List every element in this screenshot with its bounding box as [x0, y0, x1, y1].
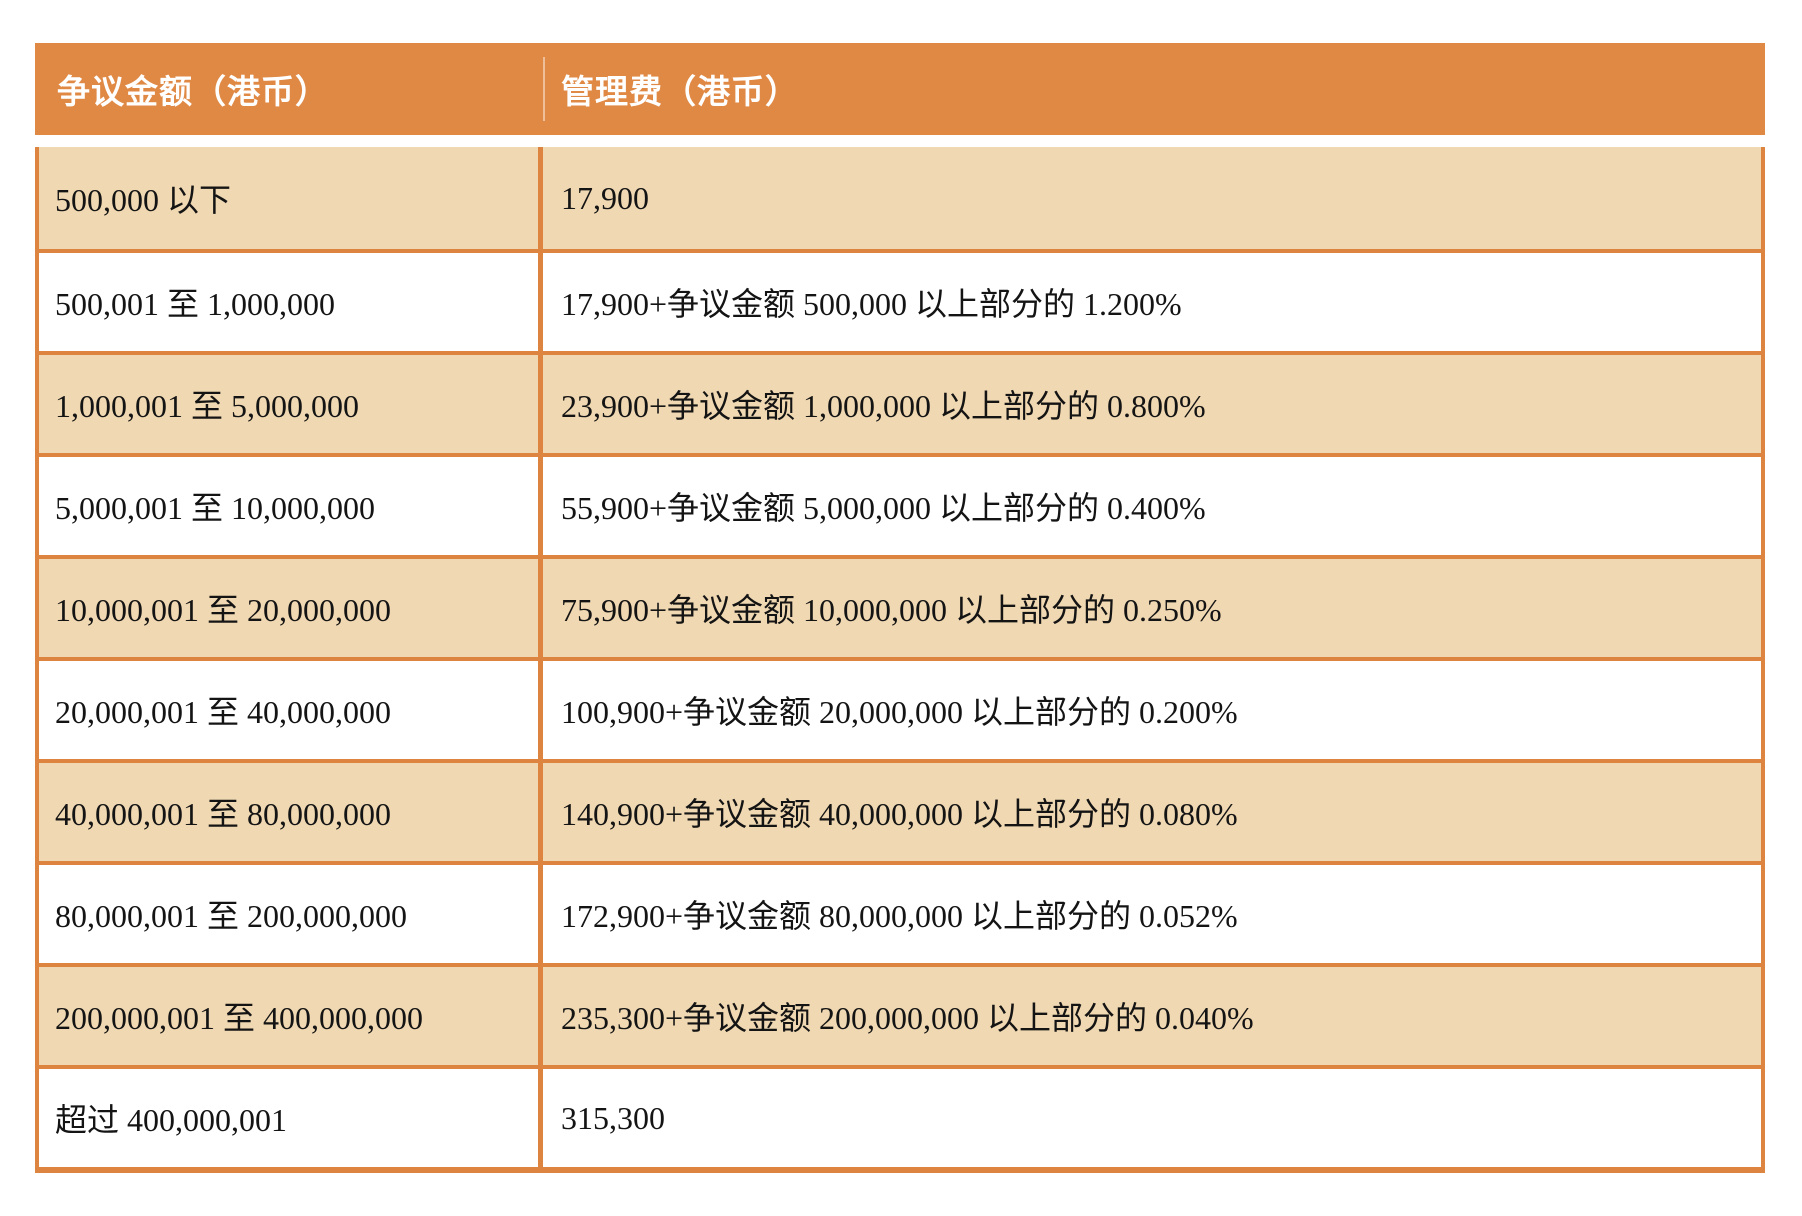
dispute-amount-cell: 10,000,001 至 20,000,000	[39, 559, 543, 657]
dispute-amount-cell: 80,000,001 至 200,000,000	[39, 865, 543, 963]
table-row: 80,000,001 至 200,000,000 172,900+争议金额 80,…	[39, 861, 1761, 963]
admin-fee-cell: 140,900+争议金额 40,000,000 以上部分的 0.080%	[561, 796, 1238, 832]
dispute-amount-cell: 200,000,001 至 400,000,000	[39, 967, 543, 1065]
table-row: 500,001 至 1,000,000 17,900+争议金额 500,000 以…	[39, 249, 1761, 351]
table-row: 10,000,001 至 20,000,000 75,900+争议金额 10,00…	[39, 555, 1761, 657]
table-row: 超过 400,000,001 315,300	[39, 1065, 1761, 1167]
table-row: 500,000 以下 17,900	[39, 147, 1761, 249]
admin-fee-cell: 23,900+争议金额 1,000,000 以上部分的 0.800%	[561, 388, 1206, 424]
admin-fee-cell: 315,300	[561, 1099, 665, 1136]
admin-fee-cell: 17,900+争议金额 500,000 以上部分的 1.200%	[561, 286, 1182, 322]
fee-schedule-table: 争议金额（港币） 管理费（港币） 500,000 以下 17,900 500,001…	[35, 43, 1765, 1173]
dispute-amount-cell: 20,000,001 至 40,000,000	[39, 661, 543, 759]
admin-fee-cell: 17,900	[561, 179, 649, 216]
header-column-divider	[543, 57, 545, 121]
table-row: 1,000,001 至 5,000,000 23,900+争议金额 1,000,0…	[39, 351, 1761, 453]
dispute-amount-cell: 500,001 至 1,000,000	[39, 253, 543, 351]
dispute-amount-header: 争议金额（港币）	[57, 75, 329, 111]
admin-fee-cell: 172,900+争议金额 80,000,000 以上部分的 0.052%	[561, 898, 1238, 934]
table-row: 40,000,001 至 80,000,000 140,900+争议金额 40,0…	[39, 759, 1761, 861]
header-body-gap	[35, 135, 1765, 147]
dispute-amount-cell: 500,000 以下	[39, 147, 543, 249]
admin-fee-cell: 235,300+争议金额 200,000,000 以上部分的 0.040%	[561, 1000, 1254, 1036]
dispute-amount-cell: 超过 400,000,001	[39, 1069, 543, 1167]
table-row: 200,000,001 至 400,000,000 235,300+争议金额 20…	[39, 963, 1761, 1065]
table-body: 500,000 以下 17,900 500,001 至 1,000,000 17,90…	[35, 147, 1765, 1173]
table-row: 20,000,001 至 40,000,000 100,900+争议金额 20,0…	[39, 657, 1761, 759]
table-row: 5,000,001 至 10,000,000 55,900+争议金额 5,000,…	[39, 453, 1761, 555]
table-header-row: 争议金额（港币） 管理费（港币）	[35, 43, 1765, 135]
admin-fee-header: 管理费（港币）	[561, 75, 799, 111]
dispute-amount-cell: 5,000,001 至 10,000,000	[39, 457, 543, 555]
admin-fee-cell: 100,900+争议金额 20,000,000 以上部分的 0.200%	[561, 694, 1238, 730]
admin-fee-cell: 75,900+争议金额 10,000,000 以上部分的 0.250%	[561, 592, 1222, 628]
admin-fee-cell: 55,900+争议金额 5,000,000 以上部分的 0.400%	[561, 490, 1206, 526]
dispute-amount-cell: 40,000,001 至 80,000,000	[39, 763, 543, 861]
dispute-amount-cell: 1,000,001 至 5,000,000	[39, 355, 543, 453]
